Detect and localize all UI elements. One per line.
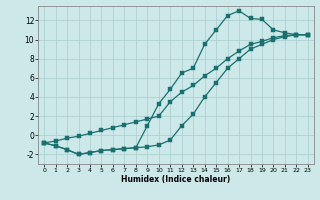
X-axis label: Humidex (Indice chaleur): Humidex (Indice chaleur) xyxy=(121,175,231,184)
